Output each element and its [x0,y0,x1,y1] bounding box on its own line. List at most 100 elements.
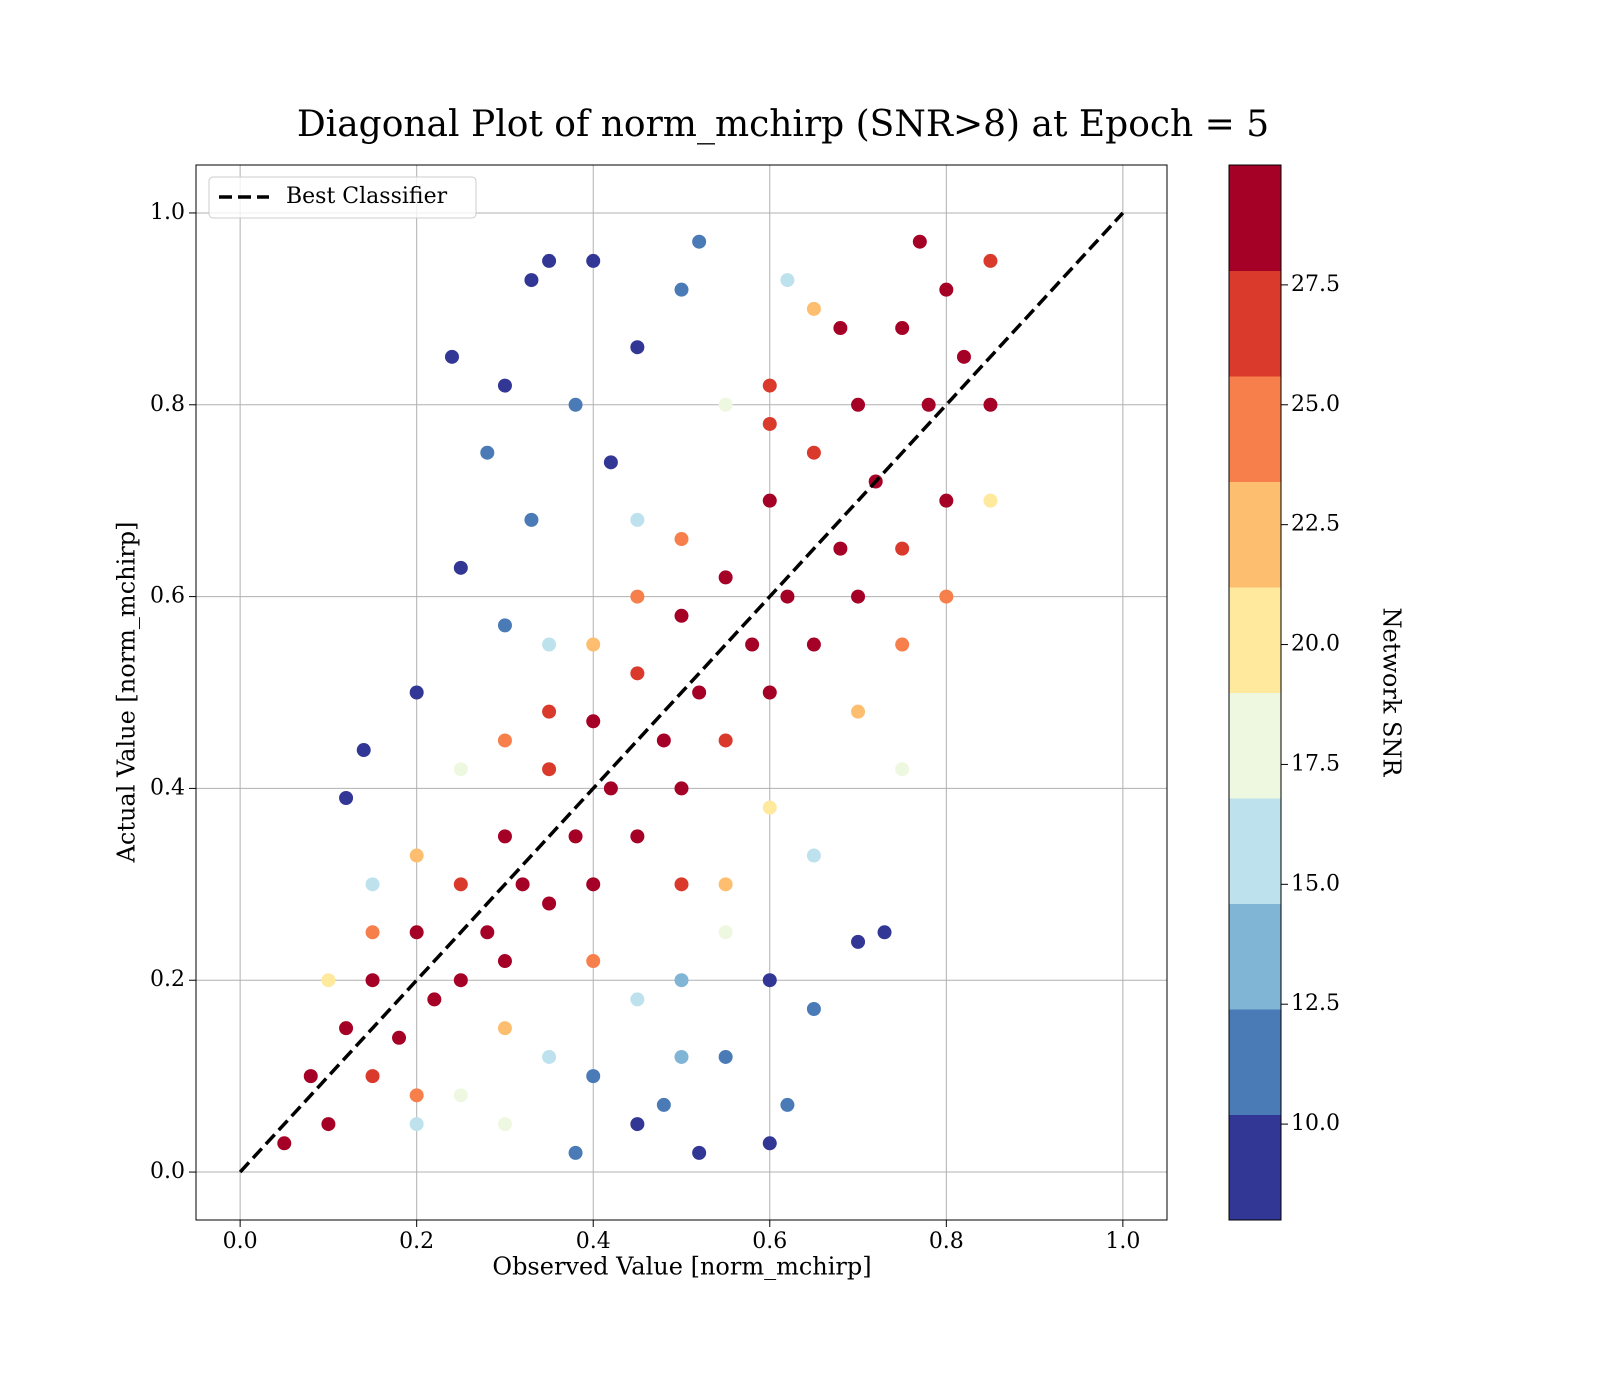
point [762,800,777,815]
colorbar-bin [1229,270,1281,377]
colorbar-bin [1229,376,1281,482]
point [630,512,645,527]
colorbar-bin [1229,1114,1281,1221]
point [762,378,777,393]
points [238,211,1125,1174]
point [497,378,512,393]
point [365,877,380,892]
point [806,445,821,460]
point [939,493,954,508]
point [718,1049,733,1064]
point [586,954,601,969]
point [568,397,583,412]
point [833,541,848,556]
point [780,1097,795,1112]
point [762,973,777,988]
point [444,349,459,364]
point [983,397,998,412]
x-tick-label: 0.6 [752,1229,787,1254]
point [745,637,760,652]
point [542,637,557,652]
point [806,848,821,863]
point [718,570,733,585]
point [586,877,601,892]
x-tick-label: 0.0 [223,1229,258,1254]
point [586,1069,601,1084]
point [497,954,512,969]
colorbar-tick-label: 10.0 [1291,1111,1340,1136]
point [630,992,645,1007]
point [692,234,707,249]
point [480,925,495,940]
point [674,1049,689,1064]
point [921,397,936,412]
point [497,733,512,748]
x-tick-label: 0.2 [399,1229,434,1254]
point [453,560,468,575]
point [851,589,866,604]
point [603,781,618,796]
point [568,1145,583,1160]
point [851,397,866,412]
point [630,340,645,355]
colorbar-tick-label: 27.5 [1291,272,1340,297]
point [692,685,707,700]
point [656,1097,671,1112]
point [656,733,671,748]
point [321,1117,336,1132]
point [877,925,892,940]
y-tick-label: 0.6 [150,584,185,609]
point [956,349,971,364]
colorbar-tick-label: 25.0 [1291,392,1340,417]
point [630,829,645,844]
y-axis-label: Actual Value [norm_mchirp] [113,522,141,864]
point [939,589,954,604]
point [339,1021,354,1036]
point [895,321,910,336]
colorbar-frame [1228,164,1282,1221]
point [674,282,689,297]
point [674,781,689,796]
reference-line [238,211,1125,1174]
point [983,493,998,508]
colorbar-bin [1229,165,1281,271]
point [356,743,371,758]
point [762,493,777,508]
point [895,762,910,777]
point [674,973,689,988]
colorbar-bin [1229,1009,1281,1115]
colorbar-bin [1229,692,1281,799]
y-tick-label: 1.0 [150,200,185,225]
point [603,455,618,470]
point [409,1117,424,1132]
point [912,234,927,249]
x-axis-label: Observed Value [norm_mchirp] [492,1253,871,1281]
point [497,618,512,633]
colorbar-tick-label: 12.5 [1291,991,1340,1016]
point [851,934,866,949]
point [453,1088,468,1103]
y-tick-label: 0.2 [150,967,185,992]
point [409,848,424,863]
point [542,896,557,911]
point [392,1030,407,1045]
point [542,253,557,268]
colorbar-tick-label: 20.0 [1291,632,1340,657]
point [542,1049,557,1064]
colorbar-label: Network SNR [1378,608,1406,778]
chart-title: Diagonal Plot of norm_mchirp (SNR>8) at … [297,104,1269,145]
y-tick-label: 0.8 [150,392,185,417]
point [718,877,733,892]
point [277,1136,292,1151]
colorbar-bin [1229,798,1281,904]
point [762,1136,777,1151]
point [630,666,645,681]
legend-label: Best Classifier [286,184,448,209]
point [806,1002,821,1016]
point [365,973,380,988]
point [453,762,468,777]
point [586,637,601,652]
colorbar-bin [1229,481,1281,588]
point [524,512,539,527]
point [568,829,583,844]
